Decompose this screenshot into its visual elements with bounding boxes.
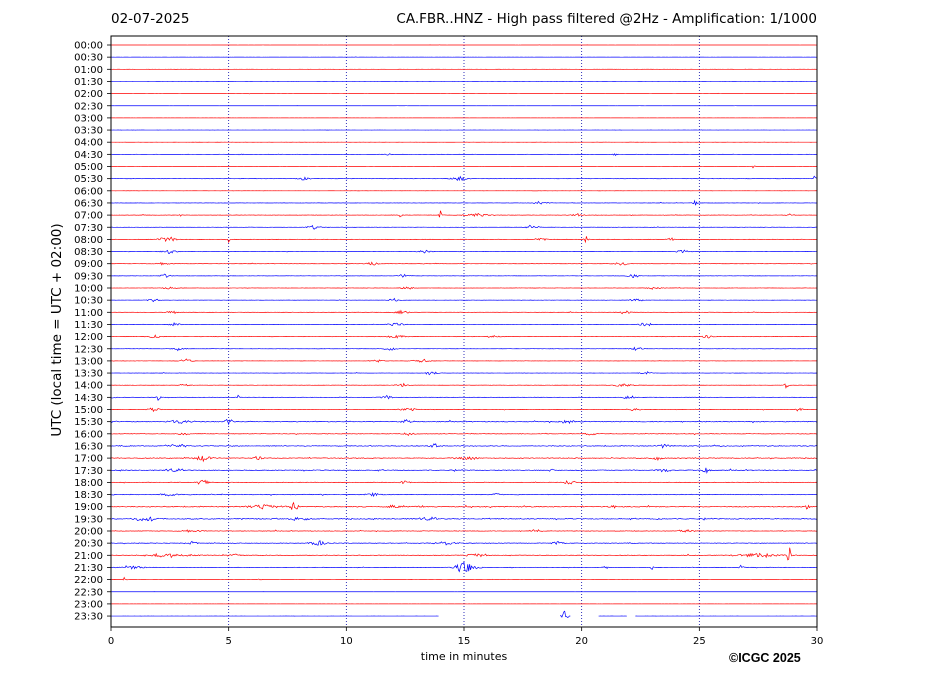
trace-0200 [110, 92, 818, 95]
y-tick-label: 08:00 [74, 235, 103, 246]
trace-2100 [110, 547, 818, 561]
y-tick-label: 00:30 [74, 53, 103, 64]
y-tick-label: 23:30 [74, 612, 103, 623]
trace-1900 [110, 501, 818, 510]
y-tick-label: 20:00 [74, 527, 103, 538]
trace-1300 [110, 358, 818, 363]
y-tick-label: 22:00 [74, 575, 103, 586]
y-tick-label: 20:30 [74, 539, 103, 550]
y-tick-label: 05:30 [74, 174, 103, 185]
trace-0730 [110, 224, 818, 230]
y-tick-label: 16:00 [74, 429, 103, 440]
y-tick-label: 09:00 [74, 259, 103, 270]
y-tick-label: 02:00 [74, 89, 103, 100]
y-tick-label: 18:30 [74, 490, 103, 501]
y-tick-label: 09:30 [74, 271, 103, 282]
y-tick-label: 13:00 [74, 356, 103, 367]
trace-1800 [110, 479, 818, 485]
trace-0100 [110, 68, 818, 71]
trace-1400 [110, 382, 818, 389]
y-tick-label: 01:00 [74, 65, 103, 76]
y-tick-label: 21:00 [74, 551, 103, 562]
x-axis-label: time in minutes [420, 650, 508, 663]
y-tick-label: 07:00 [74, 211, 103, 222]
y-tick-label: 18:00 [74, 478, 103, 489]
y-tick-label: 13:30 [74, 369, 103, 380]
y-tick-label: 04:00 [74, 138, 103, 149]
y-tick-label: 12:30 [74, 344, 103, 355]
trace-1000 [110, 286, 818, 290]
x-tick-label: 20 [575, 636, 588, 647]
trace-1130 [110, 322, 818, 327]
y-tick-label: 07:30 [74, 223, 103, 234]
trace-0800 [110, 236, 818, 244]
x-tick-label: 10 [340, 636, 353, 647]
plot-date: 02-07-2025 [111, 11, 190, 27]
x-tick-label: 0 [108, 636, 114, 647]
y-tick-label: 15:00 [74, 405, 103, 416]
x-tick-label: 5 [225, 636, 231, 647]
trace-1030 [110, 297, 818, 303]
trace-1200 [110, 334, 818, 339]
trace-0630 [110, 199, 818, 206]
trace-0900 [110, 261, 818, 266]
x-tick-label: 30 [811, 636, 824, 647]
trace-2030 [110, 539, 818, 546]
trace-1600 [110, 432, 818, 437]
trace-1700 [110, 455, 818, 463]
y-tick-label: 12:00 [74, 332, 103, 343]
y-tick-label: 03:00 [74, 113, 103, 124]
trace-0500 [110, 165, 817, 169]
y-tick-label: 14:30 [74, 393, 103, 404]
trace-1230 [110, 346, 818, 352]
y-tick-label: 03:30 [74, 126, 103, 137]
trace-1330 [110, 371, 818, 376]
y-tick-label: 04:30 [74, 150, 103, 161]
trace-2130 [110, 561, 818, 573]
trace-2330 [110, 610, 818, 618]
trace-1630 [110, 443, 818, 449]
y-tick-label: 17:30 [74, 466, 103, 477]
trace-0830 [110, 249, 818, 254]
y-tick-label: 19:00 [74, 502, 103, 513]
trace-1930 [110, 516, 818, 522]
trace-2200 [110, 576, 818, 581]
y-tick-label: 06:00 [74, 186, 103, 197]
trace-0700 [110, 210, 818, 218]
trace-1100 [110, 309, 818, 315]
copyright-notice: ©ICGC 2025 [729, 651, 801, 665]
y-tick-label: 06:30 [74, 198, 103, 209]
y-tick-label: 02:30 [74, 101, 103, 112]
y-tick-label: 19:30 [74, 514, 103, 525]
x-tick-label: 15 [458, 636, 471, 647]
y-tick-label: 14:00 [74, 381, 103, 392]
y-tick-label: 05:00 [74, 162, 103, 173]
y-tick-label: 21:30 [74, 563, 103, 574]
y-tick-label: 11:00 [74, 308, 103, 319]
plot-frame [110, 35, 818, 628]
y-tick-label: 10:30 [74, 296, 103, 307]
trace-1530 [110, 418, 818, 426]
y-tick-label: 22:30 [74, 587, 103, 598]
y-tick-label: 11:30 [74, 320, 103, 331]
y-tick-label: 16:30 [74, 441, 103, 452]
y-tick-label: 17:00 [74, 454, 103, 465]
trace-0430 [110, 153, 817, 157]
trace-1730 [110, 467, 818, 475]
y-tick-label: 23:00 [74, 599, 103, 610]
y-tick-label: 08:30 [74, 247, 103, 258]
trace-1430 [110, 394, 818, 401]
trace-2000 [110, 529, 818, 533]
y-tick-label: 00:00 [74, 41, 103, 52]
y-tick-label: 01:30 [74, 77, 103, 88]
plot-title: CA.FBR..HNZ - High pass filtered @2Hz - … [396, 11, 817, 27]
trace-1500 [110, 407, 818, 413]
trace-1830 [110, 491, 818, 498]
trace-0530 [110, 175, 818, 182]
y-tick-label: 15:30 [74, 417, 103, 428]
y-tick-label: 10:00 [74, 284, 103, 295]
trace-0930 [110, 273, 818, 279]
x-tick-label: 25 [693, 636, 706, 647]
